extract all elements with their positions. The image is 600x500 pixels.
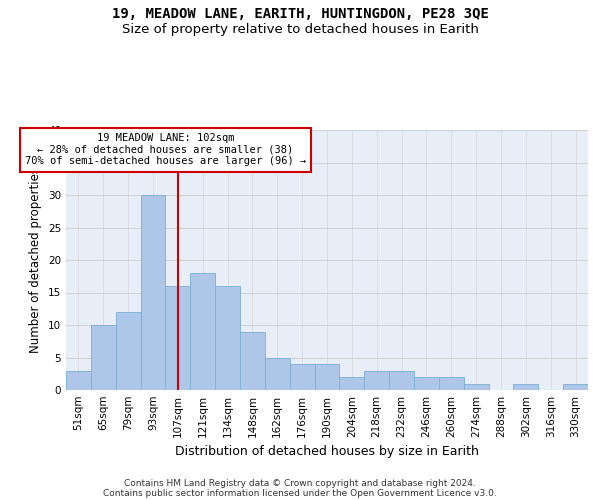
Bar bbox=[290, 364, 314, 390]
Bar bbox=[91, 325, 116, 390]
Bar bbox=[240, 332, 265, 390]
Bar bbox=[364, 370, 389, 390]
Text: Contains public sector information licensed under the Open Government Licence v3: Contains public sector information licen… bbox=[103, 488, 497, 498]
Bar bbox=[215, 286, 240, 390]
Bar bbox=[514, 384, 538, 390]
Bar bbox=[464, 384, 488, 390]
Bar bbox=[314, 364, 340, 390]
Bar bbox=[166, 286, 190, 390]
Bar bbox=[265, 358, 290, 390]
Bar bbox=[190, 273, 215, 390]
Bar bbox=[116, 312, 140, 390]
Text: 19 MEADOW LANE: 102sqm
← 28% of detached houses are smaller (38)
70% of semi-det: 19 MEADOW LANE: 102sqm ← 28% of detached… bbox=[25, 133, 306, 166]
Bar bbox=[340, 377, 364, 390]
Bar bbox=[140, 195, 166, 390]
Y-axis label: Number of detached properties: Number of detached properties bbox=[29, 167, 43, 353]
X-axis label: Distribution of detached houses by size in Earith: Distribution of detached houses by size … bbox=[175, 446, 479, 458]
Bar bbox=[563, 384, 588, 390]
Text: Size of property relative to detached houses in Earith: Size of property relative to detached ho… bbox=[122, 22, 478, 36]
Bar bbox=[439, 377, 464, 390]
Bar bbox=[66, 370, 91, 390]
Text: Contains HM Land Registry data © Crown copyright and database right 2024.: Contains HM Land Registry data © Crown c… bbox=[124, 478, 476, 488]
Text: 19, MEADOW LANE, EARITH, HUNTINGDON, PE28 3QE: 19, MEADOW LANE, EARITH, HUNTINGDON, PE2… bbox=[112, 8, 488, 22]
Bar bbox=[414, 377, 439, 390]
Bar bbox=[389, 370, 414, 390]
